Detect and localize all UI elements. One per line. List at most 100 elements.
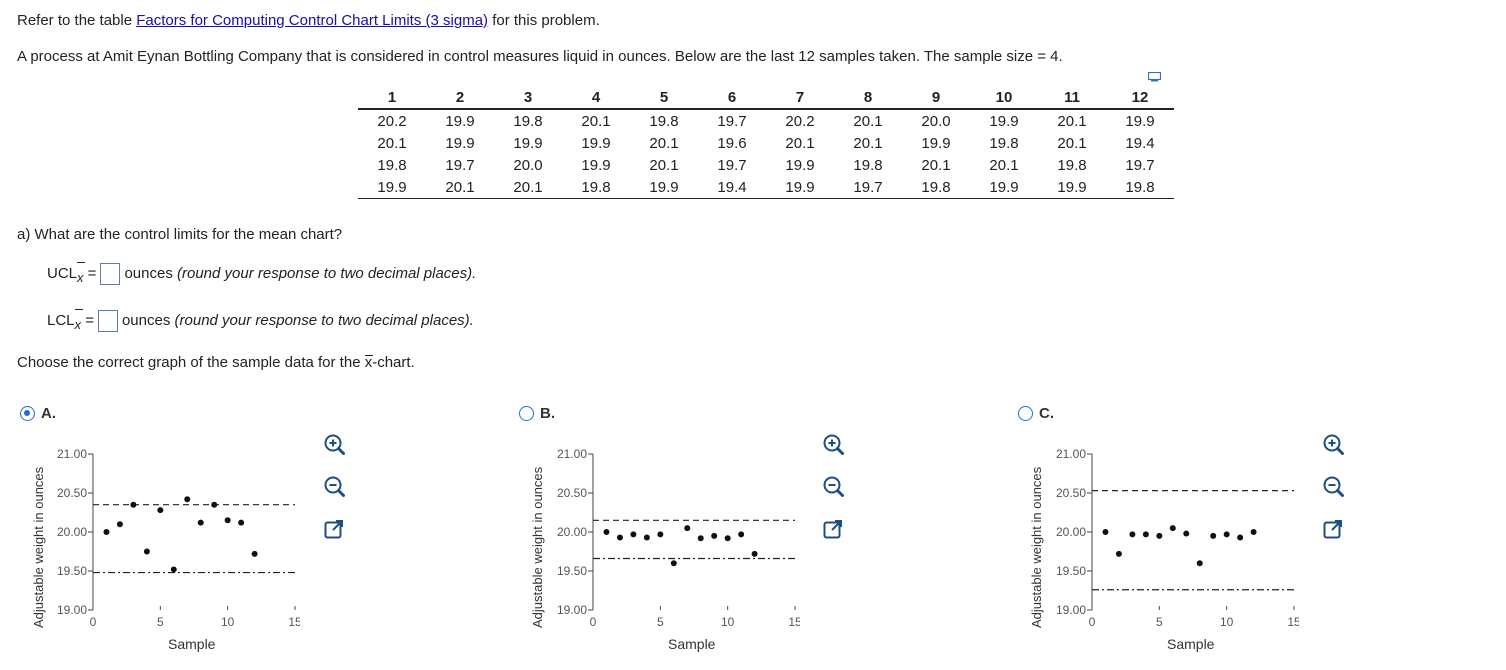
data-point (1210, 532, 1217, 539)
data-point (211, 501, 218, 508)
table-cell: 19.9 (785, 156, 815, 174)
y-tick-label: 20.50 (557, 486, 587, 500)
chart-a-ylabel: Adjustable weight in ounces (31, 466, 46, 628)
zoom-out-icon[interactable] (1322, 475, 1344, 497)
x-tick-label: 0 (590, 615, 597, 629)
data-point (697, 535, 704, 542)
y-tick-label: 20.00 (1056, 525, 1086, 539)
table-cell: 19.9 (445, 134, 475, 152)
x-tick-label: 0 (1089, 615, 1096, 629)
table-cell: 19.8 (1106, 176, 1174, 199)
option-a-label[interactable]: A. (41, 405, 56, 422)
table-cell: 19.9 (970, 176, 1038, 199)
table-header-cell: 1 (358, 86, 426, 110)
table-cell: 19.8 (902, 176, 970, 199)
x-tick-label: 10 (721, 615, 735, 629)
table-cell: 19.7 (1125, 156, 1155, 174)
table-cell: 20.1 (581, 112, 611, 130)
table-cell: 19.7 (717, 156, 747, 174)
table-cell: 20.1 (921, 156, 951, 174)
data-point (1250, 529, 1257, 535)
table-cell: 19.9 (581, 134, 611, 152)
y-tick-label: 20.50 (1056, 486, 1086, 500)
zoom-out-icon[interactable] (323, 475, 345, 497)
table-cell: 19.9 (358, 176, 426, 199)
data-point (751, 550, 758, 557)
table-header-row: 1 2 3 4 5 6 7 8 9 10 11 12 (358, 86, 1174, 110)
chart-c-xlabel: Sample (1167, 636, 1215, 652)
data-point (1196, 560, 1203, 567)
table-cell: 20.2 (377, 112, 407, 130)
table-cell: 19.8 (853, 156, 883, 174)
y-tick-label: 19.50 (1056, 564, 1086, 578)
option-b-radio[interactable] (519, 406, 534, 421)
data-point (1237, 534, 1244, 541)
lcl-row: LCL x = ounces (round your response to two… (47, 308, 474, 332)
table-cell: 20.1 (377, 134, 407, 152)
data-point (1102, 529, 1109, 535)
option-c-radio[interactable] (1018, 406, 1033, 421)
x-tick-label: 0 (90, 615, 97, 629)
table-cell: 19.8 (562, 176, 630, 199)
table-cell: 19.6 (717, 134, 747, 152)
table-cell: 20.0 (513, 156, 543, 174)
ucl-subscript: x (77, 261, 86, 285)
table-header-cell: 6 (698, 86, 766, 110)
chart-option-a: 19.00 19.50 20.00 20.50 21.00 0 5 10 15 (57, 447, 300, 629)
table-header-cell: 3 (494, 86, 562, 110)
data-point (157, 507, 164, 514)
popout-icon[interactable] (1322, 518, 1344, 540)
y-tick-label: 21.00 (1056, 447, 1086, 461)
zoom-in-icon[interactable] (822, 433, 844, 455)
table-cell: 19.7 (834, 176, 902, 199)
lcl-subscript: x (74, 308, 83, 332)
table-row: 20.2 19.9 19.8 20.1 19.8 19.7 20.2 20.1 20.0 19.9… (358, 109, 1174, 132)
data-point (1129, 531, 1136, 538)
option-b-label[interactable]: B. (540, 405, 555, 422)
data-point (630, 531, 637, 538)
y-tick-label: 19.00 (57, 603, 87, 617)
ucl-hint: (round your response to two decimal plac… (177, 264, 477, 282)
table-cell: 20.1 (649, 156, 679, 174)
option-a-radio[interactable] (20, 406, 35, 421)
popout-icon[interactable] (323, 518, 345, 540)
chart-option-c: 19.00 19.50 20.00 20.50 21.00 0 5 10 15 (1056, 447, 1299, 629)
ucl-label: UCL (47, 264, 78, 282)
table-cell: 19.8 (377, 156, 407, 174)
popout-icon[interactable] (822, 518, 844, 540)
data-point (197, 519, 204, 526)
xbar-symbol: x (364, 354, 373, 371)
table-cell: 20.1 (853, 112, 883, 130)
data-point (103, 529, 110, 535)
factors-table-link[interactable]: Factors for Computing Control Chart Limi… (136, 12, 489, 29)
ucl-input[interactable] (100, 263, 121, 285)
data-point (1115, 550, 1122, 557)
table-cell: 20.2 (785, 112, 815, 130)
lcl-hint: (round your response to two decimal plac… (174, 311, 474, 329)
data-point (616, 534, 623, 541)
table-cell: 19.9 (989, 112, 1019, 130)
copy-table-icon[interactable] (1148, 72, 1161, 82)
data-point (670, 560, 677, 567)
table-cell: 20.1 (853, 134, 883, 152)
data-point (657, 531, 664, 538)
option-c-label[interactable]: C. (1039, 405, 1054, 422)
zoom-in-icon[interactable] (323, 433, 345, 455)
x-tick-label: 15 (788, 615, 800, 629)
table-cell: 19.4 (698, 176, 766, 199)
table-header-cell: 12 (1106, 86, 1174, 110)
y-tick-label: 20.00 (57, 525, 87, 539)
lcl-units: ounces (121, 311, 175, 329)
lcl-input[interactable] (97, 310, 118, 332)
data-point (251, 550, 258, 557)
table-cell: 19.7 (445, 156, 475, 174)
y-tick-label: 19.00 (557, 603, 587, 617)
table-cell: 19.9 (766, 176, 834, 199)
zoom-out-icon[interactable] (822, 475, 844, 497)
zoom-in-icon[interactable] (1322, 433, 1344, 455)
question-a: a) What are the control limits for the m… (17, 226, 343, 243)
data-point (1142, 531, 1149, 538)
data-point (170, 566, 177, 573)
chart-b-xlabel: Sample (668, 636, 716, 652)
y-tick-label: 19.00 (1056, 603, 1086, 617)
